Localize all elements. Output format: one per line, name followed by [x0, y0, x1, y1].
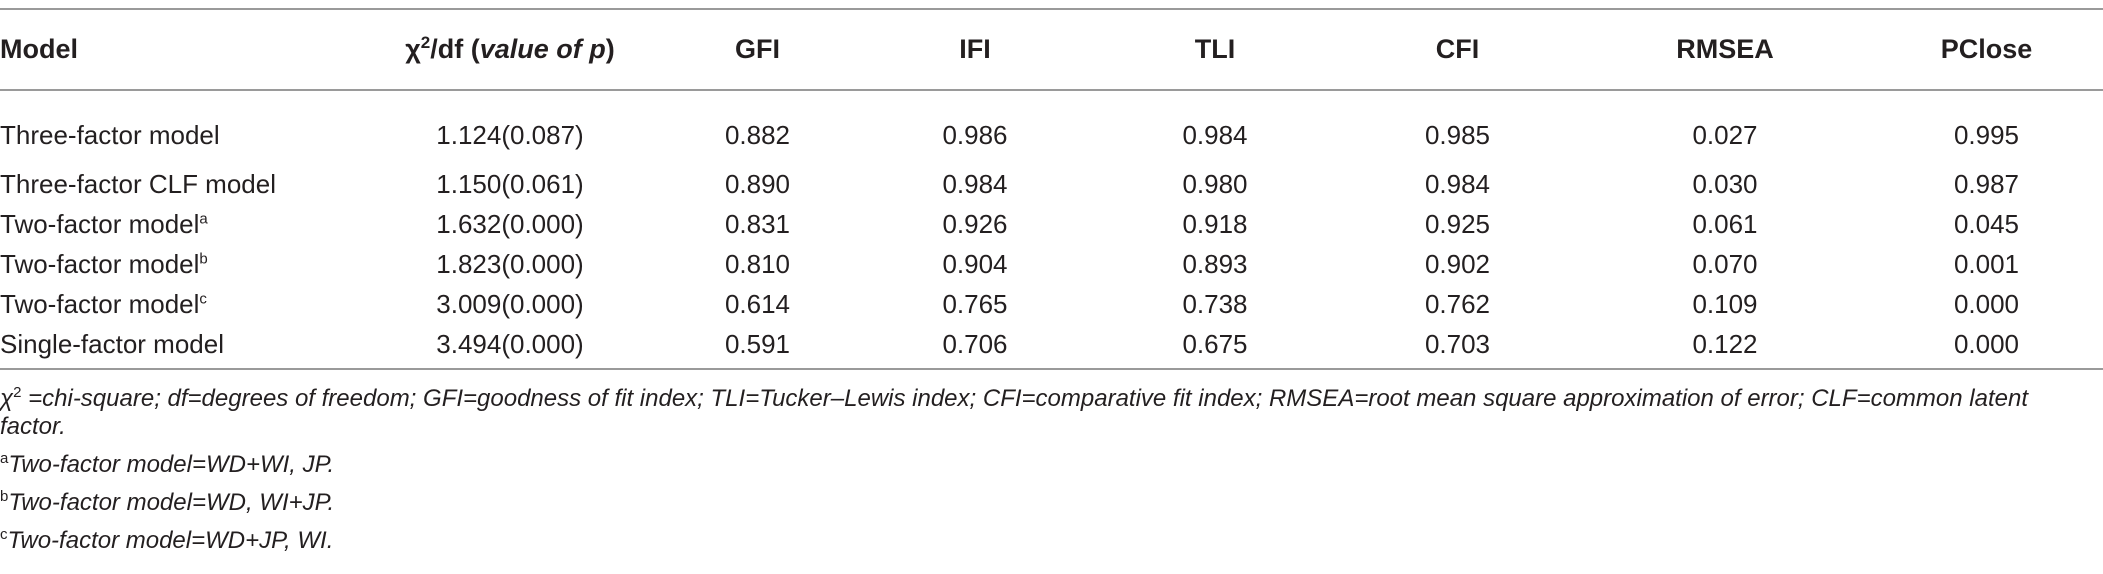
footnote-a: aTwo-factor model=WD+WI, JP. — [0, 451, 2090, 479]
header-cfi: CFI — [1435, 33, 1480, 64]
cell-pclose: 0.045 — [1953, 208, 2020, 239]
cell-tli: 0.738 — [1182, 288, 1248, 319]
cell-chi-square: 1.823(0.000) — [436, 248, 584, 279]
cell-pclose: 0.001 — [1953, 248, 2020, 279]
cell-rmsea: 0.070 — [1692, 248, 1758, 279]
cell-rmsea: 0.027 — [1692, 120, 1758, 150]
model-name: Three-factor CLF model — [0, 168, 276, 199]
model-name: Two-factor model — [0, 248, 200, 279]
cell-tli: 0.980 — [1182, 168, 1248, 199]
cell-chi-square: 3.494(0.000) — [436, 328, 584, 359]
footnote-mark: a — [0, 450, 9, 467]
cell-model: Three-factor model — [0, 90, 360, 164]
cell-tli: 0.675 — [1182, 328, 1248, 359]
cell-model: Three-factor CLF model — [0, 164, 360, 204]
footnote-text: Two-factor model=WD+JP, WI. — [7, 527, 334, 554]
cell-ifi: 0.904 — [942, 248, 1008, 279]
cell-gfi: 0.890 — [724, 168, 791, 199]
header-model: Model — [0, 33, 78, 64]
footnote-text: Two-factor model=WD, WI+JP. — [8, 489, 335, 516]
cell-cfi: 0.703 — [1424, 328, 1491, 359]
cell-cfi: 0.985 — [1424, 120, 1491, 150]
table-header-row: Model χ2/df (value of p) GFI IFI TLI CFI… — [0, 8, 2103, 90]
model-footnote-mark: c — [199, 289, 207, 307]
footnote-mark: b — [0, 488, 9, 505]
cell-cfi: 0.762 — [1424, 288, 1491, 319]
cell-gfi: 0.810 — [724, 248, 791, 279]
cell-model: Single-factor model — [0, 324, 360, 364]
cell-chi-square: 1.632(0.000) — [436, 208, 584, 239]
abbrev-text: =chi-square; df=degrees of freedom; GFI=… — [0, 385, 2028, 440]
cell-cfi: 0.984 — [1424, 168, 1491, 199]
footnote-b: bTwo-factor model=WD, WI+JP. — [0, 489, 2090, 517]
model-footnote-mark: b — [199, 249, 208, 267]
header-chi-df: /df ( — [430, 33, 480, 64]
header-ifi: IFI — [959, 33, 991, 64]
abbrev-chi-symbol: χ — [0, 385, 14, 412]
cell-chi-square: 1.150(0.061) — [436, 168, 584, 199]
table-row: Three-factor CLF model 1.150(0.061) 0.89… — [0, 164, 2103, 204]
cell-pclose: 0.995 — [1953, 120, 2020, 150]
header-chi-value-of-p: value of p — [479, 33, 606, 64]
cell-rmsea: 0.122 — [1692, 328, 1758, 359]
cell-chi-square: 3.009(0.000) — [436, 288, 584, 319]
header-chi-square-df: χ2/df (value of p) — [360, 8, 660, 90]
header-chi-superscript: 2 — [420, 32, 431, 52]
table-row: Two-factor modela 1.632(0.000) 0.831 0.9… — [0, 204, 2103, 244]
abbreviations-note: χ2 =chi-square; df=degrees of freedom; G… — [0, 385, 2090, 441]
cell-tli: 0.893 — [1182, 248, 1248, 279]
footnote-mark: c — [0, 526, 8, 543]
cell-gfi: 0.831 — [724, 208, 791, 239]
table-row: Single-factor model 3.494(0.000) 0.591 0… — [0, 324, 2103, 364]
cell-pclose: 0.987 — [1953, 168, 2020, 199]
cell-ifi: 0.926 — [942, 208, 1008, 239]
cell-model: Two-factor modela — [0, 204, 360, 244]
cell-tli: 0.918 — [1182, 208, 1248, 239]
cell-pclose: 0.000 — [1953, 288, 2020, 319]
table-bottom-rule — [0, 368, 2103, 370]
header-chi-symbol: χ — [405, 33, 421, 64]
header-chi-close-paren: ) — [605, 33, 615, 64]
cell-tli: 0.984 — [1182, 120, 1248, 150]
fit-indices-table: Model χ2/df (value of p) GFI IFI TLI CFI… — [0, 8, 2103, 364]
cell-chi-square: 1.124(0.087) — [436, 120, 584, 150]
cell-cfi: 0.925 — [1424, 208, 1491, 239]
cell-rmsea: 0.030 — [1692, 168, 1758, 199]
table-notes: χ2 =chi-square; df=degrees of freedom; G… — [0, 385, 2090, 565]
cell-gfi: 0.882 — [724, 120, 791, 150]
cell-ifi: 0.986 — [942, 120, 1008, 150]
table-row: Three-factor model 1.124(0.087) 0.882 0.… — [0, 90, 2103, 164]
model-name: Single-factor model — [0, 328, 224, 359]
header-pclose: PClose — [1940, 33, 2033, 64]
table-row: Two-factor modelc 3.009(0.000) 0.614 0.7… — [0, 284, 2103, 324]
cell-rmsea: 0.109 — [1692, 288, 1758, 319]
cell-pclose: 0.000 — [1953, 328, 2020, 359]
cell-ifi: 0.984 — [942, 168, 1008, 199]
cell-rmsea: 0.061 — [1692, 208, 1758, 239]
cell-ifi: 0.765 — [942, 288, 1008, 319]
table-header-rule — [0, 89, 2103, 91]
header-gfi: GFI — [735, 33, 780, 64]
footnote-text: Two-factor model=WD+WI, JP. — [8, 451, 335, 478]
cell-gfi: 0.591 — [724, 328, 791, 359]
cell-gfi: 0.614 — [724, 288, 791, 319]
footnote-c: cTwo-factor model=WD+JP, WI. — [0, 527, 2090, 555]
abbrev-chi-superscript: 2 — [13, 384, 22, 401]
cell-model: Two-factor modelb — [0, 244, 360, 284]
cell-cfi: 0.902 — [1424, 248, 1491, 279]
header-tli: TLI — [1194, 33, 1236, 64]
cell-ifi: 0.706 — [942, 328, 1008, 359]
model-name: Two-factor model — [0, 208, 200, 239]
table-row: Two-factor modelb 1.823(0.000) 0.810 0.9… — [0, 244, 2103, 284]
cell-model: Two-factor modelc — [0, 284, 360, 324]
table-top-rule — [0, 8, 2103, 10]
model-name: Three-factor model — [0, 120, 220, 150]
model-name: Two-factor model — [0, 288, 200, 319]
header-rmsea: RMSEA — [1676, 33, 1774, 64]
model-footnote-mark: a — [199, 209, 208, 227]
